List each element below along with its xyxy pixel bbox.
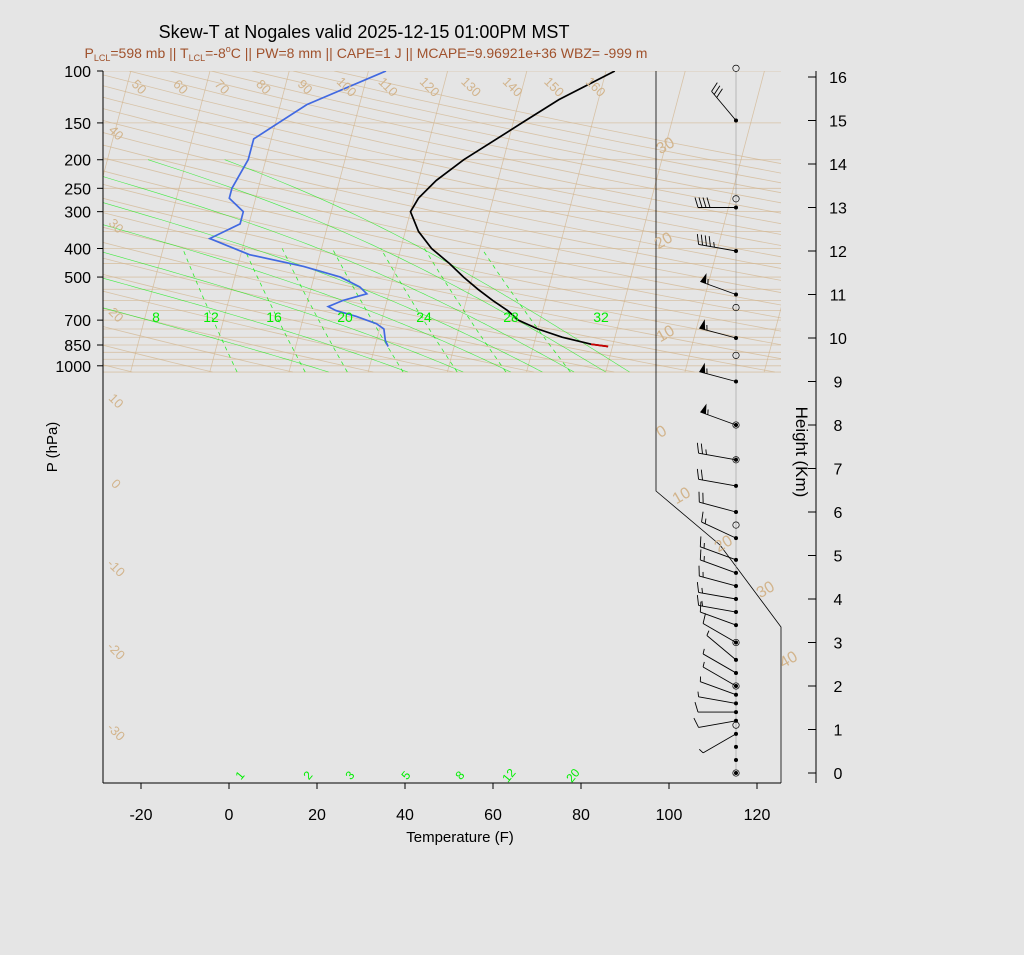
- x-tick-label: -20: [129, 807, 152, 824]
- height-tick-label: 15: [829, 114, 847, 131]
- height-tick-label: 7: [834, 462, 843, 479]
- height-tick-label: 16: [829, 70, 847, 87]
- x-tick-label: 40: [396, 807, 414, 824]
- mixing-ratio-label: 16: [266, 309, 282, 325]
- height-tick-label: 13: [829, 201, 847, 218]
- barb-flag: [700, 602, 701, 612]
- height-tick-label: 11: [830, 288, 847, 305]
- mixing-ratio-label: 8: [152, 309, 160, 325]
- p-tick-label: 200: [64, 153, 91, 170]
- height-tick-label: 9: [834, 375, 843, 392]
- mixing-ratio-label: 24: [416, 309, 432, 325]
- height-tick-label: 0: [834, 766, 843, 783]
- height-tick-label: 10: [829, 331, 847, 348]
- height-tick-label: 12: [829, 244, 847, 261]
- height-tick-label: 3: [834, 636, 843, 653]
- height-tick-label: 2: [834, 679, 843, 696]
- p-tick-label: 500: [64, 270, 91, 287]
- x-tick-label: 80: [572, 807, 590, 824]
- barb-half-flag: [714, 242, 715, 247]
- barb-flag: [700, 536, 701, 546]
- x-tick-label: 20: [308, 807, 326, 824]
- height-tick-label: 14: [829, 157, 847, 174]
- barb-half-flag: [702, 588, 703, 593]
- p-tick-label: 250: [64, 181, 91, 198]
- height-tick-label: 8: [834, 418, 843, 435]
- p-tick-label: 700: [64, 313, 91, 330]
- mixing-ratio-label: 12: [203, 309, 219, 325]
- height-axis-label: Height (Km): [792, 407, 811, 498]
- mixing-ratio-label: 32: [593, 309, 609, 325]
- barb-flag: [700, 549, 701, 559]
- height-tick-label: 4: [834, 592, 843, 609]
- height-tick-label: 6: [834, 505, 843, 522]
- chart-subtitle: PLCL=598 mb || TLCL=-8oC || PW=8 mm || C…: [85, 44, 648, 63]
- barb-half-flag: [702, 601, 703, 606]
- barb-half-flag: [698, 692, 699, 697]
- x-axis-label: Temperature (F): [406, 829, 514, 846]
- height-tick-label: 1: [834, 723, 843, 740]
- p-tick-label: 150: [64, 116, 91, 133]
- mixing-ratio-label: 20: [337, 309, 353, 325]
- calm-dot: [734, 758, 738, 762]
- p-tick-label: 850: [64, 338, 91, 355]
- calm-dot: [734, 771, 738, 775]
- y-axis-label: P (hPa): [44, 422, 61, 473]
- calm-dot: [734, 745, 738, 749]
- x-tick-label: 100: [656, 807, 683, 824]
- chart-title: Skew-T at Nogales valid 2025-12-15 01:00…: [159, 22, 570, 42]
- mixing-ratio-label: 28: [503, 309, 519, 325]
- barb-half-flag: [706, 449, 707, 454]
- x-tick-label: 120: [744, 807, 771, 824]
- p-tick-label: 1000: [55, 359, 91, 376]
- x-tick-label: 60: [484, 807, 502, 824]
- p-tick-label: 300: [64, 205, 91, 222]
- p-tick-label: 100: [64, 64, 91, 81]
- x-tick-label: 0: [225, 807, 234, 824]
- p-tick-label: 400: [64, 241, 91, 258]
- height-tick-label: 5: [834, 549, 843, 566]
